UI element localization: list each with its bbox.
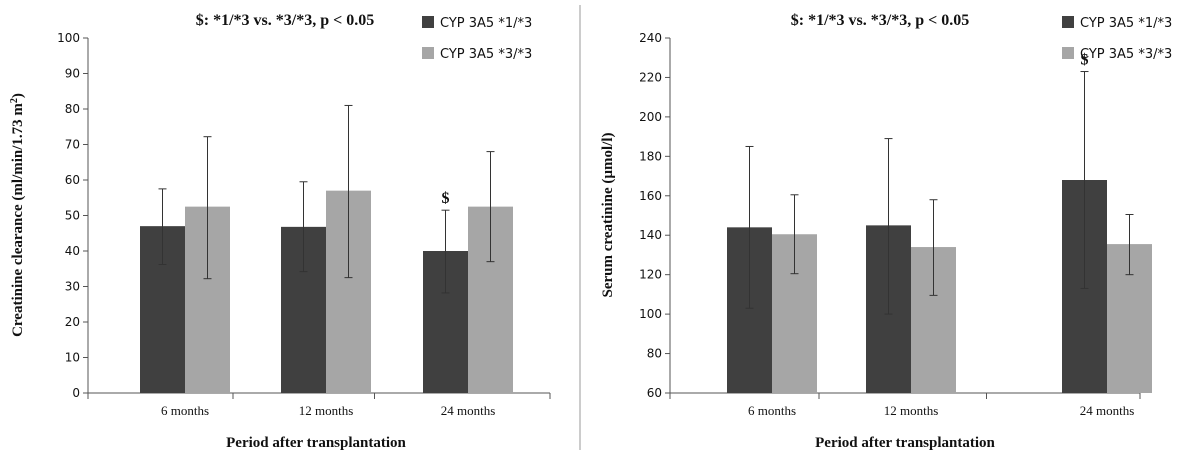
x-category-label: 24 months [441, 403, 496, 418]
y-axis-title-superscript: 2 [9, 98, 20, 103]
y-tick-label: 20 [65, 315, 80, 329]
legend-label: CYP 3A5 *3/*3 [1080, 47, 1172, 62]
x-category-label: 6 months [748, 403, 796, 418]
y-axis-title-main: Creatinine clearance (ml/min/1.73 m [10, 103, 26, 337]
x-category-label: 6 months [161, 403, 209, 418]
y-axis-title: Serum creatinine (µmol/l) [600, 132, 616, 297]
y-tick-label: 70 [65, 138, 80, 152]
legend-swatch [1062, 16, 1074, 28]
x-category-label: 24 months [1080, 403, 1135, 418]
y-tick-label: 60 [65, 173, 80, 187]
legend-label: CYP 3A5 *3/*3 [440, 47, 532, 62]
legend-swatch [1062, 47, 1074, 59]
y-tick-label: 30 [65, 280, 80, 294]
chart-panel-2: 60 80 100 120 140 160 180 200 220 240 6 months 12 m… [600, 12, 1172, 451]
legend-swatch [422, 47, 434, 59]
y-tick-label: 60 [647, 386, 662, 400]
y-axis-title-main: Serum creatinine (µmol/l) [600, 132, 616, 297]
x-axis-title: Period after transplantation [226, 435, 406, 451]
annotation: $: *1/*3 vs. *3/*3, p < 0.05 [196, 12, 374, 29]
chart-panel-1: 0 10 20 30 40 50 60 70 80 90 100 6 months 12 months 2… [9, 12, 551, 451]
x-category-label: 12 months [299, 403, 354, 418]
x-axis-title: Period after transplantation [815, 435, 995, 451]
y-tick-label: 180 [639, 149, 662, 163]
annotation: $: *1/*3 vs. *3/*3, p < 0.05 [791, 12, 969, 29]
y-tick-label: 80 [65, 102, 80, 116]
y-axis-title-tail: ) [10, 93, 26, 98]
y-tick-label: 220 [639, 70, 662, 84]
y-tick-label: 0 [72, 386, 80, 400]
y-tick-label: 40 [65, 244, 80, 258]
y-tick-label: 10 [65, 351, 80, 365]
y-tick-label: 100 [639, 307, 662, 321]
y-tick-label: 200 [639, 110, 662, 124]
y-tick-label: 120 [639, 268, 662, 282]
y-axis-title: Creatinine clearance (ml/min/1.73 m2) [9, 93, 26, 337]
legend-label: CYP 3A5 *1/*3 [440, 16, 532, 31]
y-tick-label: 160 [639, 189, 662, 203]
significance-mark: $ [442, 190, 450, 207]
y-tick-label: 100 [57, 31, 80, 45]
y-tick-label: 80 [647, 347, 662, 361]
x-category-label: 12 months [884, 403, 939, 418]
y-tick-label: 240 [639, 31, 662, 45]
legend-label: CYP 3A5 *1/*3 [1080, 16, 1172, 31]
y-tick-label: 140 [639, 228, 662, 242]
significance-mark: $ [1081, 52, 1089, 69]
y-tick-label: 90 [65, 67, 80, 81]
legend-swatch [422, 16, 434, 28]
y-tick-label: 50 [65, 209, 80, 223]
